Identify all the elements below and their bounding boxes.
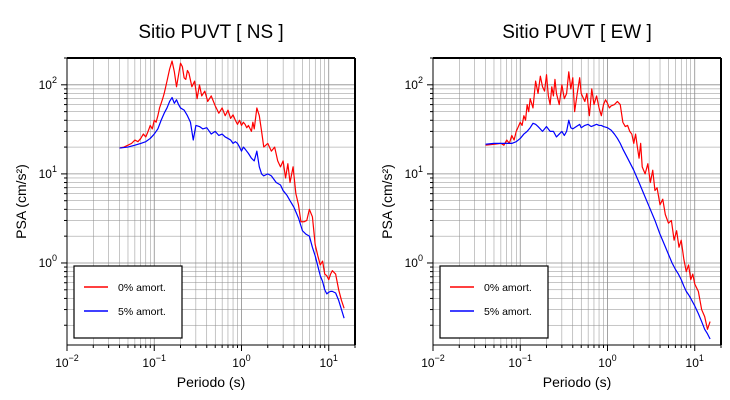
x-tick-base: 10 <box>232 356 246 370</box>
y-tick-base: 10 <box>405 78 419 92</box>
x-tick-label: 100 <box>598 353 616 370</box>
y-tick-label: 102 <box>39 75 57 92</box>
x-tick-exp: −2 <box>435 353 445 363</box>
y-tick-base: 10 <box>405 167 419 181</box>
y-tick-label: 102 <box>405 75 423 92</box>
x-tick-label: 10−1 <box>508 353 532 370</box>
y-tick-label: 101 <box>39 164 57 181</box>
y-axis-label: PSA (cm/s²) <box>379 164 395 239</box>
x-tick-base: 10 <box>142 356 156 370</box>
series-line-amort-5 <box>485 119 711 340</box>
series-group <box>485 71 711 340</box>
y-tick-exp: 2 <box>418 75 423 85</box>
y-tick-exp: 1 <box>418 164 423 174</box>
legend-box <box>439 265 549 339</box>
x-tick-label: 101 <box>320 353 338 370</box>
legend-box <box>73 265 183 339</box>
y-tick-exp: 2 <box>52 75 57 85</box>
x-tick-base: 10 <box>598 356 612 370</box>
y-tick-base: 10 <box>405 256 419 270</box>
x-axis-label: Periodo (s) <box>543 374 611 390</box>
x-tick-exp: 0 <box>246 353 251 363</box>
y-tick-base: 10 <box>39 256 53 270</box>
legend-label: 5% amort. <box>484 306 532 318</box>
legend-label: 0% amort. <box>484 282 532 294</box>
series-line-amort-5 <box>119 96 345 319</box>
x-tick-base: 10 <box>55 356 69 370</box>
x-tick-base: 10 <box>421 356 435 370</box>
legend-label: 0% amort. <box>118 282 166 294</box>
series-group <box>119 60 345 319</box>
x-tick-base: 10 <box>686 356 700 370</box>
legend-label: 5% amort. <box>118 306 166 318</box>
x-tick-label: 101 <box>686 353 704 370</box>
x-tick-label: 10−2 <box>55 353 79 370</box>
x-tick-exp: −1 <box>522 353 532 363</box>
y-tick-exp: 1 <box>52 164 57 174</box>
chart-title: Sitio PUVT [ EW ] <box>502 22 652 43</box>
grid <box>433 58 721 345</box>
x-tick-exp: 1 <box>699 353 704 363</box>
y-tick-base: 10 <box>39 78 53 92</box>
y-tick-label: 101 <box>405 164 423 181</box>
x-tick-label: 10−1 <box>142 353 166 370</box>
x-tick-label: 10−2 <box>421 353 445 370</box>
x-axis-label: Periodo (s) <box>177 374 245 390</box>
y-tick-label: 100 <box>405 253 423 270</box>
x-tick-exp: 1 <box>333 353 338 363</box>
chart-title: Sitio PUVT [ NS ] <box>138 22 283 43</box>
x-tick-label: 100 <box>232 353 250 370</box>
x-tick-exp: 0 <box>612 353 617 363</box>
y-tick-exp: 0 <box>52 253 57 263</box>
x-tick-exp: −2 <box>69 353 79 363</box>
y-tick-label: 100 <box>39 253 57 270</box>
y-tick-exp: 0 <box>418 253 423 263</box>
legend: 0% amort. 5% amort. <box>73 265 183 339</box>
x-tick-base: 10 <box>320 356 334 370</box>
y-tick-base: 10 <box>39 167 53 181</box>
x-tick-exp: −1 <box>156 353 166 363</box>
series-line-amort-0 <box>119 60 345 309</box>
y-axis-label: PSA (cm/s²) <box>13 164 29 239</box>
x-tick-base: 10 <box>508 356 522 370</box>
legend: 0% amort. 5% amort. <box>439 265 549 339</box>
series-line-amort-0 <box>485 71 711 330</box>
